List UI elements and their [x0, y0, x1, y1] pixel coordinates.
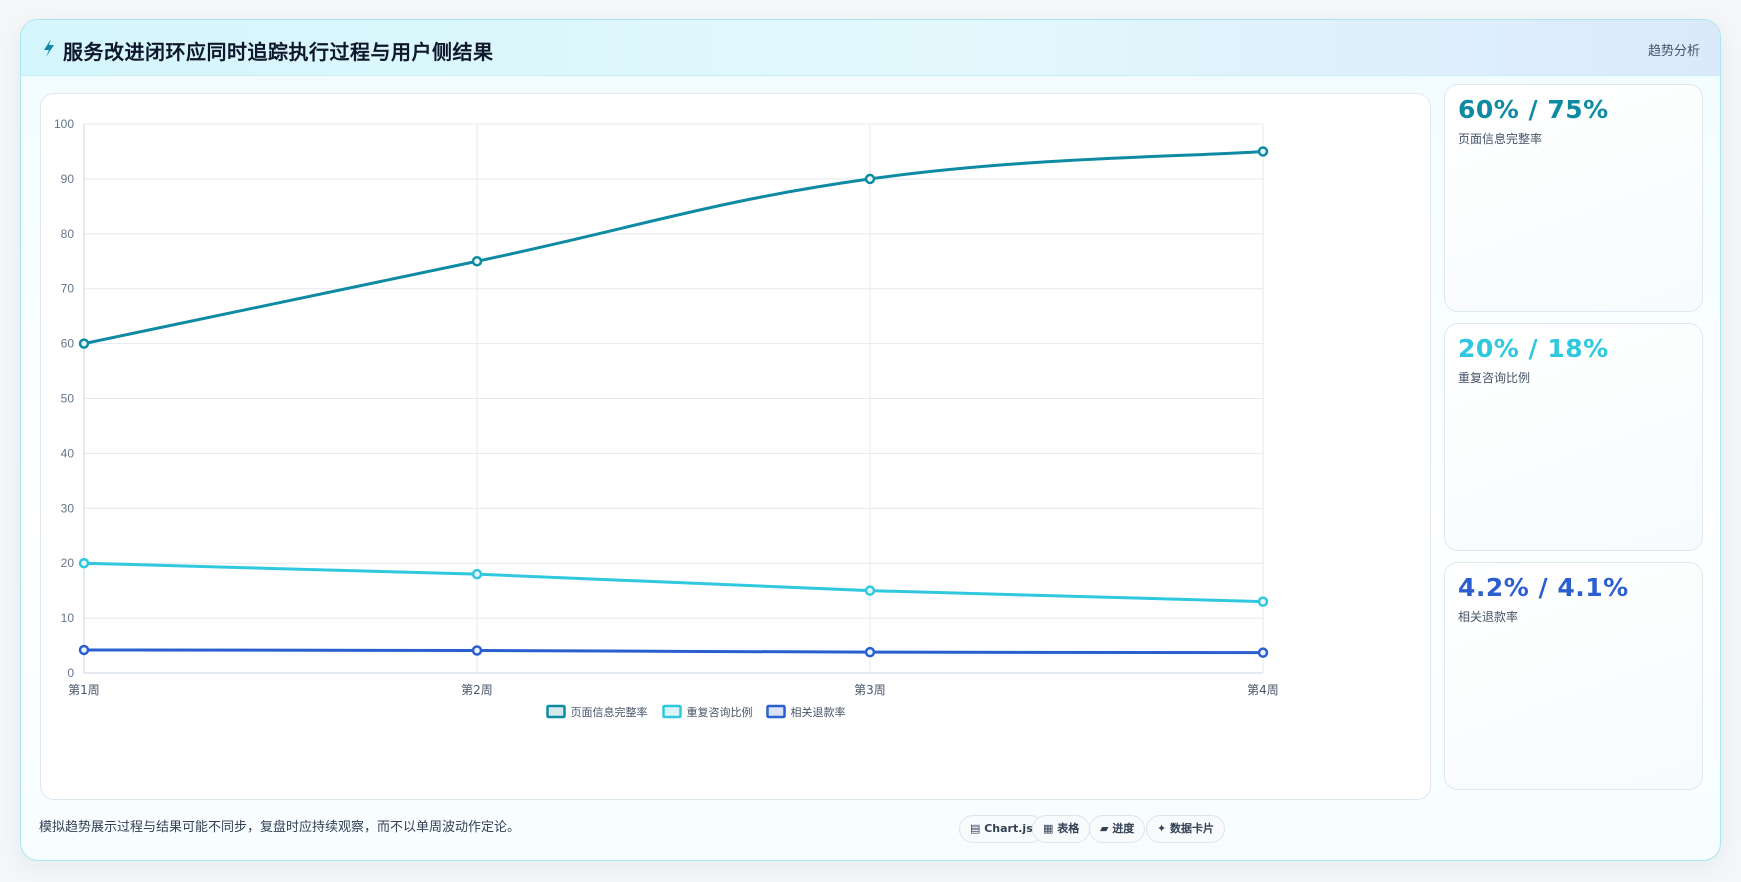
stat-card-page-completeness: 60% / 75% 页面信息完整率	[1444, 84, 1703, 312]
data-point	[78, 338, 90, 349]
data-point	[864, 646, 876, 658]
stat-label: 重复咨询比例	[1458, 371, 1531, 385]
table-icon: ▦	[1043, 822, 1058, 835]
chip-label: 表格	[1057, 822, 1080, 835]
data-point	[864, 585, 876, 596]
line-chart: 0 10 20 30 40 50 60 70 80 90 100 第1周 第2周 第3周 第4周 页面信息完…	[54, 117, 1279, 719]
y-tick-label: 10	[61, 611, 75, 625]
chart-icon: ▤	[970, 822, 985, 835]
y-tick-label: 20	[61, 556, 75, 570]
lightning-icon	[44, 39, 54, 57]
y-tick-label: 60	[61, 337, 75, 351]
data-point	[864, 173, 876, 185]
data-point	[1257, 596, 1269, 607]
data-point	[471, 568, 483, 580]
data-point	[471, 645, 483, 656]
trend-analysis-link[interactable]: 趋势分析	[1647, 44, 1700, 59]
page-title: 服务改进闭环应同时追踪执行过程与用户侧结果	[63, 40, 494, 64]
x-tick-label: 第4周	[1247, 683, 1279, 697]
chip-label: 数据卡片	[1170, 822, 1215, 835]
legend-label: 页面信息完整率	[571, 705, 648, 719]
legend-swatch	[546, 704, 566, 719]
chip-label: 进度	[1112, 822, 1135, 835]
data-point	[78, 557, 90, 569]
x-tick-label: 第3周	[854, 683, 886, 697]
legend-swatch	[662, 704, 682, 719]
sparkle-icon: ✦	[1157, 822, 1171, 835]
series-line-3	[82, 648, 1265, 655]
data-point	[471, 256, 483, 267]
y-tick-label: 50	[61, 392, 75, 406]
y-tick-label: 80	[61, 227, 75, 241]
legend-swatch	[766, 704, 786, 719]
stat-value: 20% / 18%	[1458, 334, 1609, 363]
legend-label: 相关退款率	[791, 705, 846, 719]
dashboard-card: 服务改进闭环应同时追踪执行过程与用户侧结果 趋势分析 0 10 20 30 40 50 60…	[20, 19, 1721, 861]
y-tick-label: 90	[61, 172, 75, 186]
chip-chartjs[interactable]: ▤ Chart.js	[959, 815, 1044, 843]
chip-table[interactable]: ▦ 表格	[1032, 815, 1091, 843]
chip-data-card[interactable]: ✦ 数据卡片	[1146, 815, 1226, 843]
stat-value: 4.2% / 4.1%	[1458, 573, 1629, 602]
y-tick-label: 40	[61, 446, 75, 460]
data-point	[1257, 647, 1269, 658]
stat-card-refund-rate: 4.2% / 4.1% 相关退款率	[1444, 562, 1703, 790]
stat-label: 页面信息完整率	[1458, 132, 1543, 146]
series-line-2	[82, 561, 1265, 604]
data-point	[78, 644, 90, 656]
chip-label: Chart.js	[984, 822, 1033, 835]
card-header: 服务改进闭环应同时追踪执行过程与用户侧结果 趋势分析	[21, 20, 1720, 76]
chip-progress[interactable]: ▰ 进度	[1089, 815, 1146, 843]
y-tick-label: 100	[54, 117, 74, 131]
line-chart-panel: 0 10 20 30 40 50 60 70 80 90 100 第1周 第2周 第3周 第4周 页面信息完…	[40, 93, 1431, 800]
y-tick-label: 70	[61, 282, 75, 296]
series-line-1	[82, 149, 1265, 346]
stat-card-repeat-inquiry: 20% / 18% 重复咨询比例	[1444, 323, 1703, 551]
x-tick-label: 第2周	[461, 683, 493, 697]
progress-icon: ▰	[1100, 822, 1113, 835]
footnote: 模拟趋势展示过程与结果可能不同步，复盘时应持续观察，而不以单周波动作定论。	[39, 820, 521, 835]
y-tick-label: 0	[67, 666, 74, 680]
y-tick-label: 30	[61, 501, 75, 515]
stat-value: 60% / 75%	[1458, 95, 1609, 124]
stat-label: 相关退款率	[1458, 610, 1519, 624]
data-point	[1257, 146, 1269, 157]
x-tick-label: 第1周	[68, 683, 100, 697]
legend-label: 重复咨询比例	[687, 705, 753, 719]
